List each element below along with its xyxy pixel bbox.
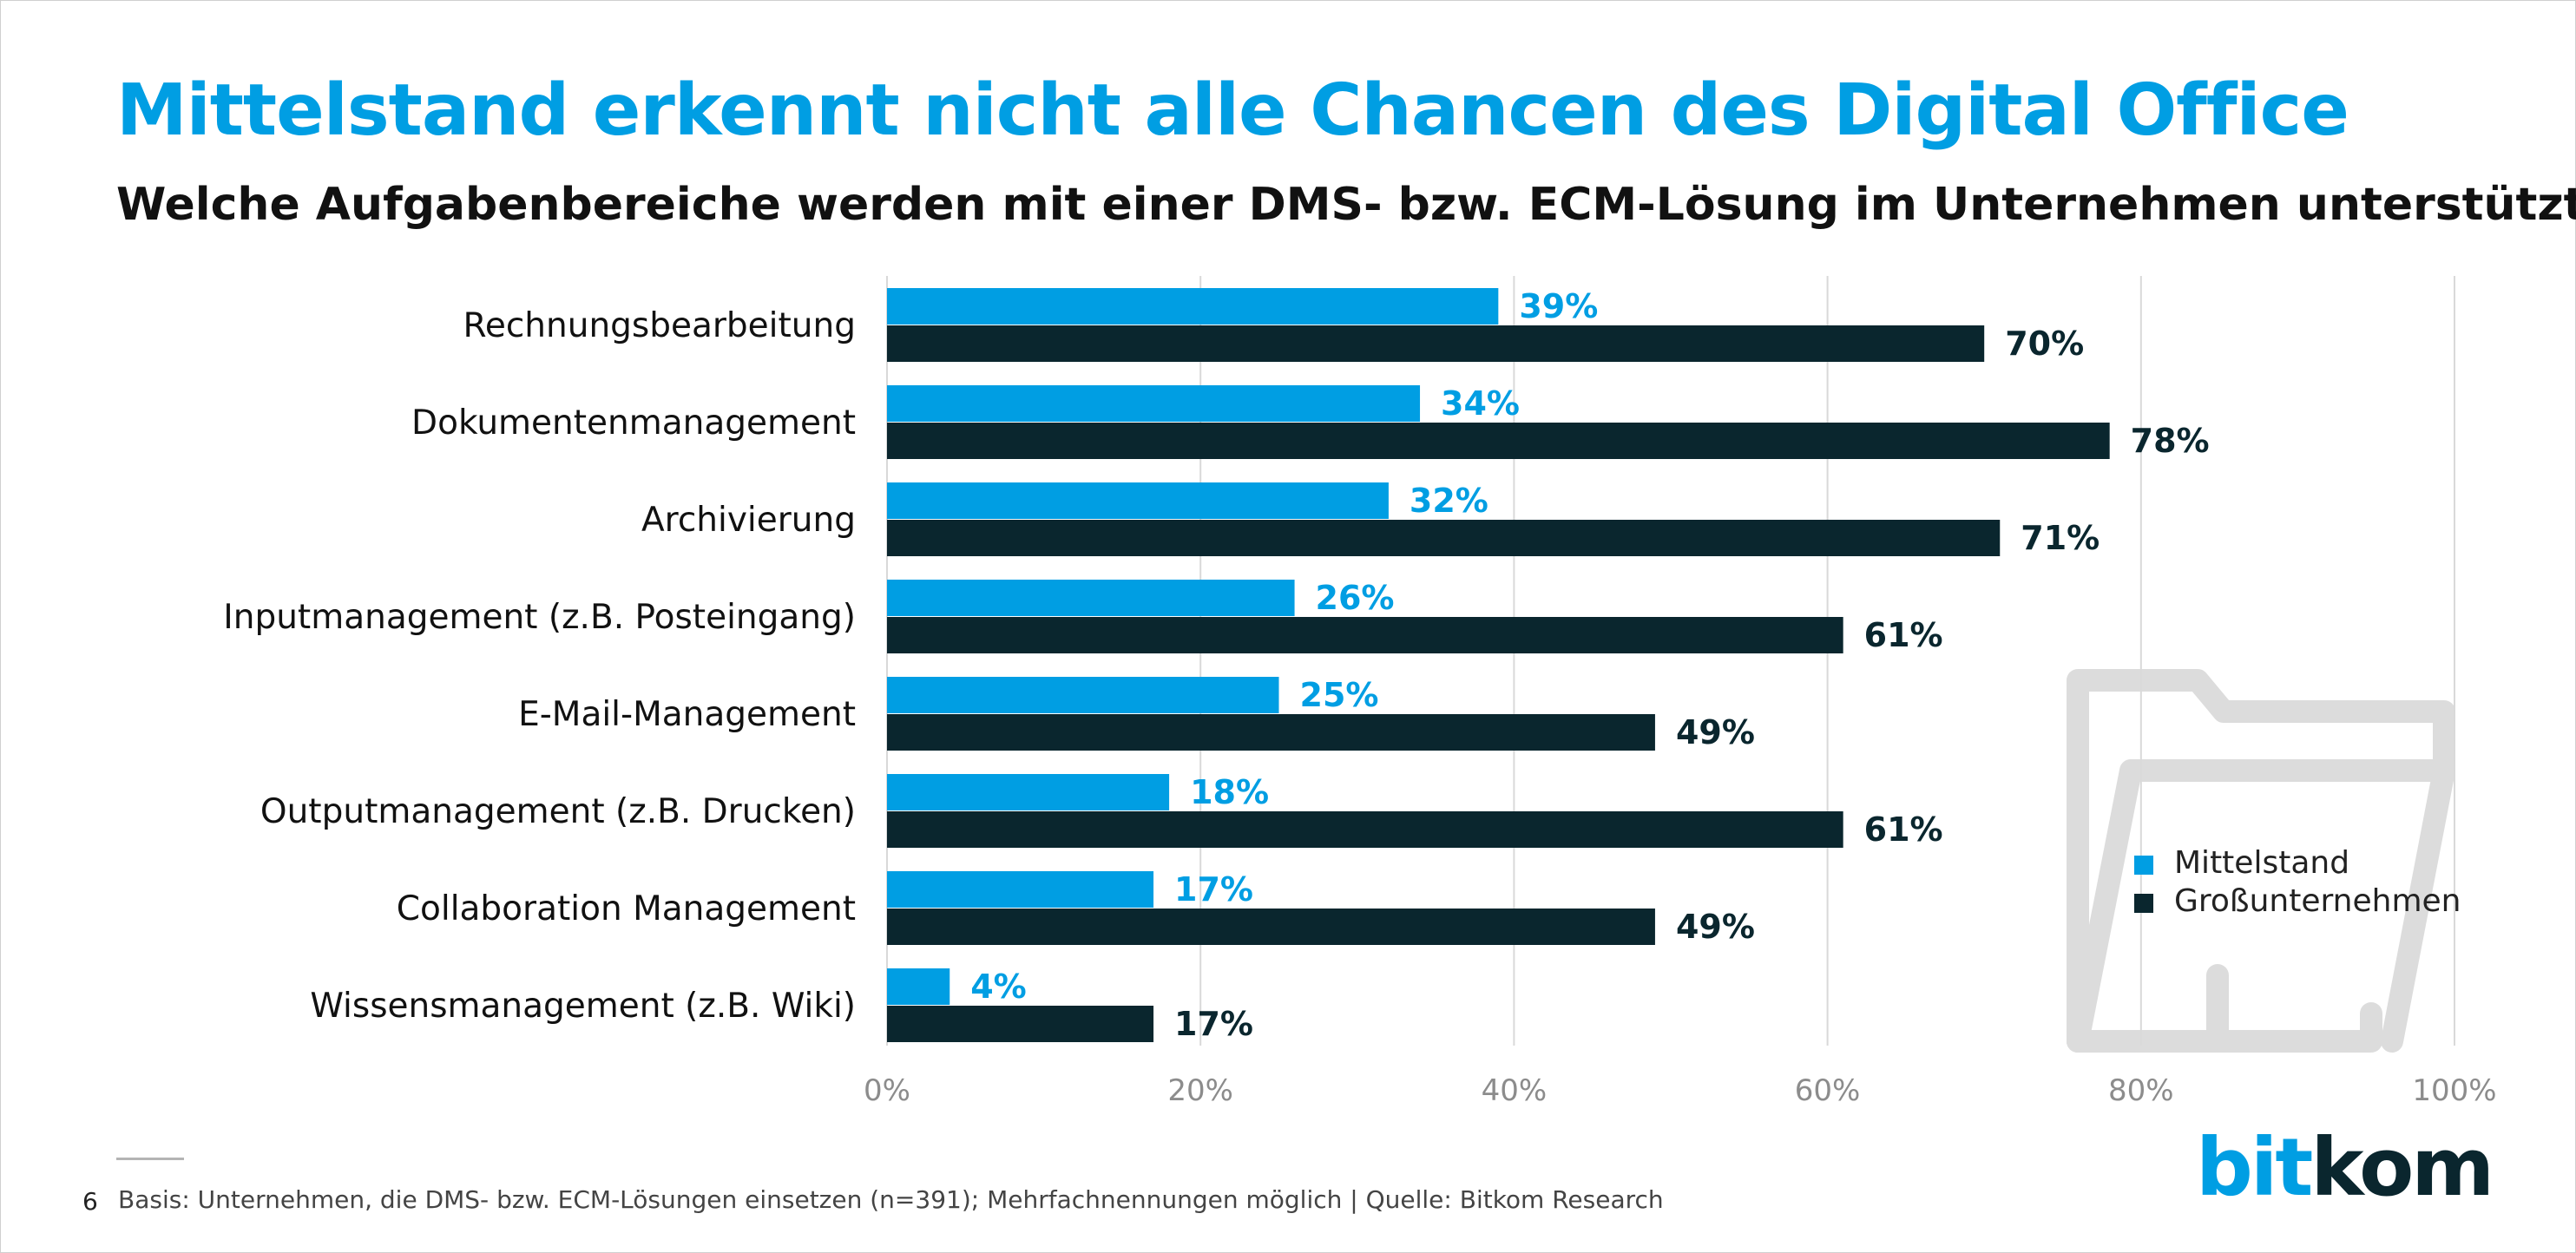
data-label: 17%: [1174, 870, 1253, 909]
data-label: 61%: [1864, 616, 1943, 654]
bar-grossunternehmen: [887, 423, 2110, 459]
bar-mittelstand: [887, 774, 1170, 810]
bar-mittelstand: [887, 968, 950, 1005]
bar-grossunternehmen: [887, 811, 1843, 848]
logo-part-kom: kom: [2310, 1121, 2494, 1214]
page-subtitle: Welche Aufgabenbereiche werden mit einer…: [116, 179, 2576, 231]
category-label: Archivierung: [641, 501, 856, 540]
data-label: 49%: [1676, 713, 1755, 751]
data-label: 26%: [1316, 579, 1395, 617]
category-label: Dokumentenmanagement: [411, 403, 856, 443]
page-title: Mittelstand erkennt nicht alle Chancen d…: [116, 69, 2349, 152]
bar-chart: 39% 70% 34% 78% 32% 71% 26% 61% 25% 49% 18% 61% 17% 4…: [223, 276, 2497, 1108]
page-number: 6: [82, 1187, 98, 1216]
category-label: Inputmanagement (z.B. Posteingang): [223, 598, 856, 637]
legend-swatch: [2134, 856, 2153, 875]
category-label: Collaboration Management: [397, 889, 856, 928]
data-label: 78%: [2131, 422, 2210, 460]
tick-labels: 0% 20% 40% 60% 80% 100%: [864, 1073, 2497, 1108]
footer-divider: [116, 1158, 184, 1160]
category-labels: Rechnungsbearbeitung Dokumentenmanagement…: [223, 306, 856, 1026]
data-label: 32%: [1410, 482, 1488, 520]
bar-mittelstand: [887, 677, 1279, 713]
x-tick-label: 60%: [1795, 1073, 1861, 1108]
bars: [887, 288, 2110, 1042]
data-label: 25%: [1300, 676, 1379, 714]
bar-mittelstand: [887, 288, 1499, 325]
category-label: E-Mail-Management: [518, 695, 856, 734]
bar-grossunternehmen: [887, 325, 1985, 362]
bar-grossunternehmen: [887, 1006, 1154, 1042]
data-label: 4%: [970, 968, 1027, 1006]
data-label: 71%: [2021, 519, 2100, 557]
data-label: 18%: [1190, 773, 1269, 811]
legend-label: Mittelstand: [2174, 845, 2349, 881]
footnote: Basis: Unternehmen, die DMS- bzw. ECM-Lö…: [118, 1185, 1664, 1214]
x-tick-label: 0%: [864, 1073, 910, 1108]
data-label: 39%: [1519, 287, 1598, 325]
folder-icon: [2067, 669, 2455, 1053]
bar-grossunternehmen: [887, 714, 1655, 751]
x-tick-label: 20%: [1167, 1073, 1233, 1108]
category-label: Outputmanagement (z.B. Drucken): [260, 792, 856, 831]
data-label: 61%: [1864, 810, 1943, 849]
bitkom-logo: bitkom: [2196, 1128, 2494, 1208]
bar-grossunternehmen: [887, 909, 1655, 945]
data-label: 49%: [1676, 908, 1755, 946]
logo-part-bit: bit: [2196, 1121, 2313, 1214]
legend-label: Großunternehmen: [2174, 883, 2461, 919]
x-tick-label: 40%: [1482, 1073, 1548, 1108]
data-label: 70%: [2005, 325, 2084, 363]
data-label: 17%: [1174, 1005, 1253, 1043]
bar-mittelstand: [887, 385, 1421, 422]
bar-mittelstand: [887, 482, 1389, 519]
legend-swatch: [2134, 894, 2153, 913]
bar-mittelstand: [887, 580, 1295, 616]
value-labels: 39% 70% 34% 78% 32% 71% 26% 61% 25% 49% 18% 61% 17% 4…: [970, 287, 2209, 1043]
category-label: Rechnungsbearbeitung: [463, 306, 856, 345]
x-tick-label: 80%: [2108, 1073, 2174, 1108]
bar-mittelstand: [887, 871, 1154, 908]
category-label: Wissensmanagement (z.B. Wiki): [310, 987, 856, 1026]
x-tick-label: 100%: [2412, 1073, 2496, 1108]
bar-grossunternehmen: [887, 617, 1843, 653]
bar-grossunternehmen: [887, 520, 2001, 556]
data-label: 34%: [1441, 384, 1520, 423]
